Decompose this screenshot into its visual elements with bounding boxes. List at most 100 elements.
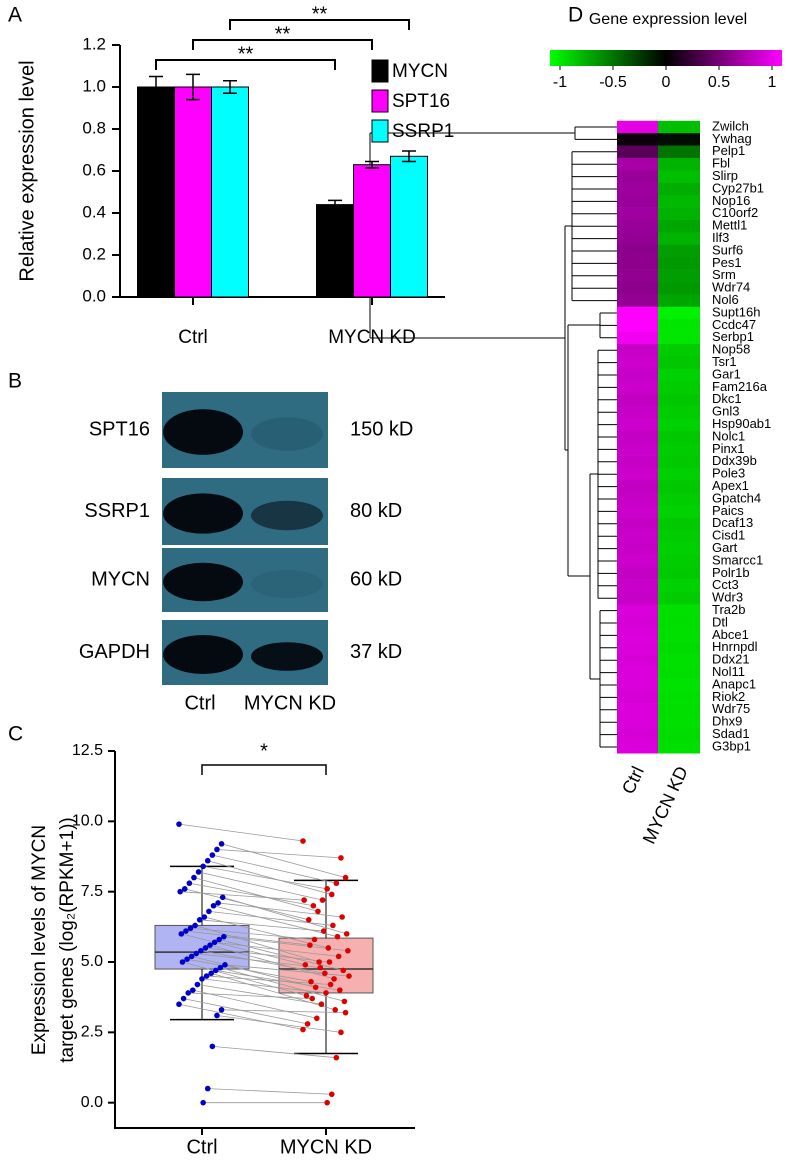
error-bar-line (149, 75, 163, 99)
heatmap-cell (617, 592, 658, 605)
bar (137, 86, 175, 298)
significance-label: ** (238, 43, 254, 65)
heatmap-cell (617, 195, 658, 208)
heatmap-cell (617, 133, 658, 146)
point (301, 897, 307, 903)
heatmap-cell (617, 480, 658, 494)
row-label: Abce1 (712, 627, 749, 642)
point (324, 1099, 330, 1106)
y-tick-label: 12.5 (72, 742, 103, 759)
point (211, 939, 218, 946)
row-label: Wdr3 (712, 590, 743, 605)
bar (174, 86, 212, 298)
row-label: Tra2b (712, 602, 745, 617)
row-label: Surf6 (712, 242, 743, 257)
size-label: 37 kD (350, 641, 402, 663)
row-label: Fbl (712, 156, 730, 171)
heatmap-cell (658, 542, 700, 556)
y-axis-label: target genes (log₂(RPKM+1)) (57, 817, 78, 1063)
heatmap-cell (617, 406, 658, 419)
point (216, 936, 223, 943)
heatmap-cell (658, 182, 700, 196)
y-tick-label: 5.0 (81, 953, 103, 970)
row-label: Mettl1 (712, 218, 747, 233)
pair-line (205, 947, 330, 963)
heatmap-cell (617, 716, 658, 729)
error-bar-line (402, 150, 416, 163)
heatmap-cell (658, 654, 700, 667)
heatmap-cell (617, 393, 658, 407)
heatmap-cell (658, 207, 700, 221)
pair-line (213, 905, 338, 938)
heatmap-cell (617, 170, 658, 184)
protein-label: GAPDH (79, 641, 150, 663)
point (342, 874, 349, 881)
heatmap-cell (617, 740, 658, 754)
pair-line (181, 933, 306, 966)
blot-band (163, 409, 243, 455)
error-bar (149, 75, 163, 99)
lane-label: Ctrl (184, 692, 215, 714)
point (198, 947, 204, 954)
row-label: Nop16 (712, 193, 750, 208)
colorbar-tick-label: 0 (662, 74, 671, 91)
legend-swatch (371, 89, 389, 113)
point (185, 990, 191, 996)
point (203, 973, 210, 979)
heatmap-cell (617, 282, 658, 295)
heatmap-cell (617, 654, 658, 667)
point (210, 902, 217, 909)
heatmap-cell (617, 220, 658, 233)
pair-line (183, 998, 308, 1025)
axis (114, 751, 415, 1129)
panel-label: C (8, 723, 23, 746)
point (309, 995, 316, 1002)
heatmap-cell (658, 616, 700, 630)
point (215, 900, 221, 906)
panel-label: A (8, 4, 22, 27)
row-label: Sdad1 (712, 726, 750, 741)
heatmap-cell (617, 579, 658, 593)
heatmap-cell (617, 443, 658, 456)
heatmap-cell (617, 505, 658, 518)
row-label: Supt16h (712, 304, 760, 319)
heatmap-cell (658, 381, 700, 394)
point (195, 869, 202, 875)
heatmap-cell (617, 629, 658, 642)
point (204, 857, 211, 864)
point (177, 888, 183, 895)
point (200, 1099, 206, 1106)
row-label: Paics (712, 503, 744, 518)
bar (316, 204, 354, 298)
heatmap-cell (658, 592, 700, 605)
point (176, 821, 182, 827)
pair-line (178, 1003, 304, 1030)
heatmap-cell (658, 678, 700, 692)
heatmap-cell (617, 207, 658, 221)
pair-line (224, 964, 350, 977)
colorbar-title: Gene expression level (589, 11, 747, 28)
heatmap-cell (658, 666, 700, 680)
legend-label: MYCN (392, 61, 448, 82)
y-tick-label: 0.8 (82, 118, 106, 137)
heatmap-cell (617, 158, 658, 171)
point (213, 967, 219, 974)
colorbar-tick-label: -1 (553, 74, 567, 91)
pair-line (212, 1046, 337, 1059)
heatmap-cell (617, 319, 658, 332)
point (178, 931, 185, 937)
point (334, 933, 341, 940)
row-label: Gpatch4 (712, 490, 761, 505)
pair-line (207, 1088, 332, 1095)
point (202, 945, 209, 951)
heatmap-cell (617, 517, 658, 531)
pair-line (222, 896, 347, 935)
lane-label: MYCN KD (244, 692, 336, 714)
blot-band (251, 569, 323, 599)
heatmap-cell (617, 468, 658, 481)
pair-line (201, 978, 327, 994)
x-tick-label: MYCN KD (328, 327, 416, 348)
row-label: Ilf3 (712, 230, 729, 245)
row-label: Pole3 (712, 466, 745, 481)
significance-bracket (155, 59, 336, 70)
